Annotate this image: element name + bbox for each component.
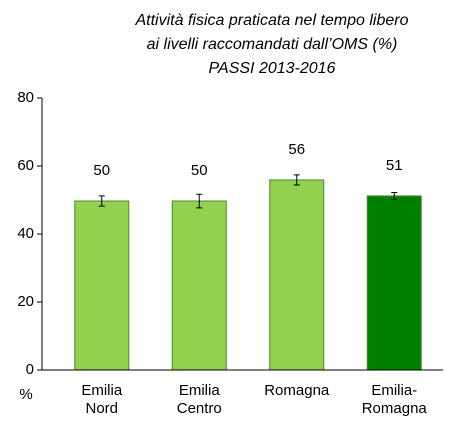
x-tick-label: Emilia: [179, 382, 220, 399]
bar: [74, 200, 130, 371]
y-tick-label: 20: [17, 293, 34, 310]
value-label: 56: [288, 141, 305, 158]
y-tick-label: 80: [17, 89, 34, 106]
x-tick-label: Nord: [85, 400, 118, 417]
value-label: 50: [191, 162, 208, 179]
error-bar: [391, 192, 398, 200]
y-axis-label: %: [19, 386, 32, 403]
x-tick-label: Romagna: [362, 400, 428, 417]
bar: [171, 200, 227, 371]
y-tick-label: 0: [26, 361, 34, 378]
error-bar: [98, 195, 105, 207]
bar: [269, 179, 325, 371]
error-bar: [293, 174, 300, 186]
y-tick-label: 40: [17, 225, 34, 242]
error-bar: [196, 193, 203, 209]
y-tick-label: 60: [17, 157, 34, 174]
value-label: 50: [93, 162, 110, 179]
bar: [366, 195, 422, 371]
x-tick-label: Emilia-: [371, 382, 417, 399]
x-tick-label: Centro: [177, 400, 222, 417]
chart-title: PASSI 2013-2016: [209, 60, 336, 77]
x-tick-label: Romagna: [264, 382, 330, 399]
value-label: 51: [386, 157, 403, 174]
chart-title: Attività fisica praticata nel tempo libe…: [134, 12, 408, 29]
chart-title: ai livelli raccomandati dall’OMS (%): [147, 36, 398, 53]
x-tick-label: Emilia: [81, 382, 122, 399]
